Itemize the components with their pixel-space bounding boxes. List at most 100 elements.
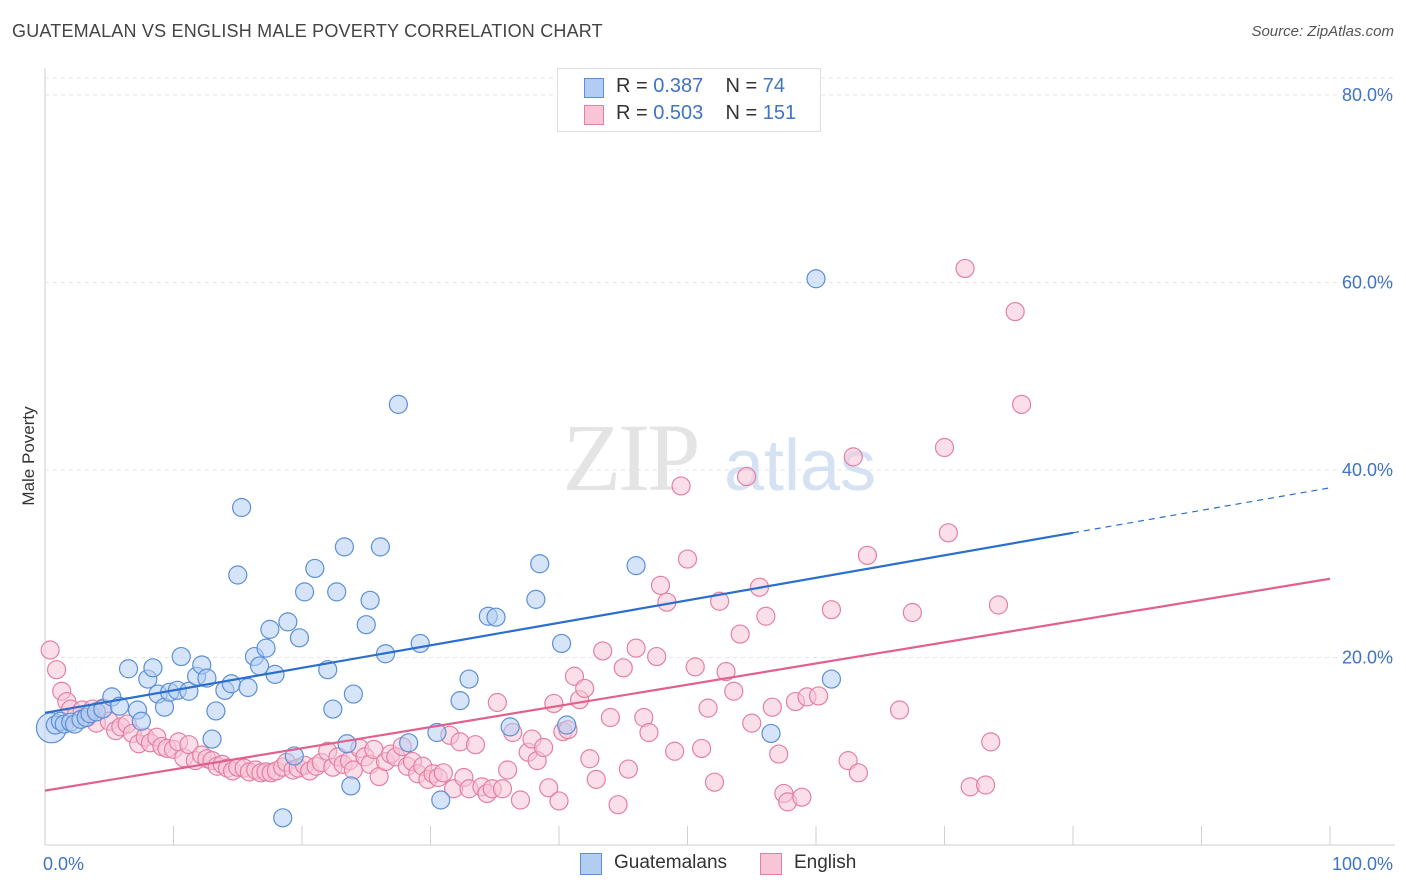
english-point	[848, 763, 869, 783]
english-point	[838, 751, 858, 771]
english-point	[769, 744, 789, 764]
english-point	[710, 591, 730, 611]
legend-r-value: 0.387	[653, 75, 704, 97]
guatemalan-point	[256, 638, 276, 658]
x-tick-labels: 0.0% 100.0%	[43, 854, 1393, 874]
english-point	[981, 732, 1001, 752]
bottom-swatch-pink	[760, 853, 782, 875]
guatemalan-point	[232, 497, 252, 518]
guatemalan-points	[35, 269, 842, 828]
english-point	[539, 778, 559, 798]
english-point	[1011, 394, 1032, 414]
english-point	[988, 595, 1009, 615]
guatemalan-point	[450, 691, 470, 711]
guatemalan-point	[327, 582, 347, 602]
english-trend-line	[44, 577, 1331, 792]
english-point	[742, 713, 762, 733]
english-point	[549, 791, 569, 811]
guatemalan-point	[761, 723, 781, 744]
chart-title: GUATEMALAN VS ENGLISH MALE POVERTY CORRE…	[12, 21, 603, 41]
legend-n-value: 74	[762, 75, 786, 97]
legend-swatch-pink	[584, 105, 604, 125]
english-point	[716, 661, 736, 682]
source-label: Source: ZipAtlas.com	[1251, 23, 1394, 40]
y-axis-label: Male Poverty	[19, 406, 38, 506]
english-point	[533, 737, 554, 758]
guatemalan-point	[171, 646, 191, 667]
guatemalan-point	[821, 669, 842, 689]
english-point	[934, 437, 955, 458]
english-point	[671, 476, 691, 496]
guatemalan-point	[294, 582, 315, 602]
english-point	[580, 749, 600, 769]
x-tick-label: 100.0%	[1332, 854, 1393, 874]
legend-n-label: N =	[725, 102, 758, 124]
english-point	[889, 700, 910, 720]
english-point	[857, 545, 878, 565]
guatemalan-point	[530, 554, 550, 574]
english-point	[626, 638, 646, 658]
bottom-swatch-blue	[580, 853, 602, 875]
english-point	[938, 523, 958, 543]
english-point	[613, 658, 633, 678]
english-point	[639, 722, 659, 743]
english-point	[704, 772, 725, 792]
guatemalan-point	[551, 633, 572, 654]
english-point	[593, 641, 613, 661]
grid-lines	[45, 77, 1395, 658]
guatemalan-point	[202, 729, 222, 749]
guatemalan-point	[289, 628, 310, 648]
bottom-legend-label: Guatemalans	[614, 852, 728, 873]
guatemalan-point	[806, 269, 826, 289]
y-tick-labels: 20.0% 40.0% 60.0% 80.0%	[1342, 85, 1393, 668]
x-tick-label: 0.0%	[43, 854, 84, 874]
english-point	[808, 686, 829, 706]
english-point	[792, 787, 812, 807]
english-point	[650, 575, 671, 595]
guatemalan-point	[427, 722, 447, 743]
guatemalan-trend-extension	[1072, 487, 1331, 534]
english-point	[698, 698, 718, 718]
english-point	[465, 735, 486, 755]
english-point	[647, 646, 667, 667]
guatemalan-point	[305, 558, 325, 579]
axes	[44, 68, 1395, 846]
guatemalan-point	[431, 790, 451, 810]
y-tick-label: 60.0%	[1342, 273, 1393, 293]
guatemalan-point	[278, 612, 298, 632]
legend-swatch-blue	[584, 78, 604, 98]
guatemalan-point	[399, 733, 419, 753]
guatemalan-point	[118, 659, 139, 679]
legend-r-label: R =	[616, 75, 648, 97]
english-point	[685, 657, 705, 677]
watermark: ZIP atlas	[563, 404, 877, 511]
guatemalan-point	[221, 674, 241, 694]
english-point	[600, 707, 621, 728]
english-point	[433, 763, 453, 783]
english-point	[487, 692, 507, 713]
english-point	[1005, 301, 1025, 322]
guatemalan-point	[356, 615, 376, 635]
english-point	[821, 600, 842, 620]
guatemalan-point	[273, 808, 293, 828]
english-point	[692, 738, 712, 759]
guatemalan-point	[228, 565, 248, 585]
guatemalan-point	[337, 734, 357, 754]
guatemalan-point	[131, 711, 151, 731]
english-point	[677, 549, 698, 569]
english-point	[762, 697, 782, 717]
guatemalan-point	[334, 537, 355, 557]
guatemalan-point	[557, 715, 577, 735]
guatemalan-point	[410, 633, 430, 654]
trend-lines	[44, 487, 1331, 792]
guatemalan-point	[486, 607, 506, 627]
legend-n-label: N =	[725, 75, 758, 97]
legend-r-value: 0.503	[653, 102, 704, 124]
y-tick-label: 40.0%	[1342, 460, 1393, 480]
guatemalan-trend-line	[44, 531, 1074, 714]
bottom-legend-label: English	[794, 852, 857, 873]
english-point	[564, 666, 585, 686]
legend-n-value: 151	[762, 102, 797, 124]
guatemalan-point	[238, 677, 258, 698]
